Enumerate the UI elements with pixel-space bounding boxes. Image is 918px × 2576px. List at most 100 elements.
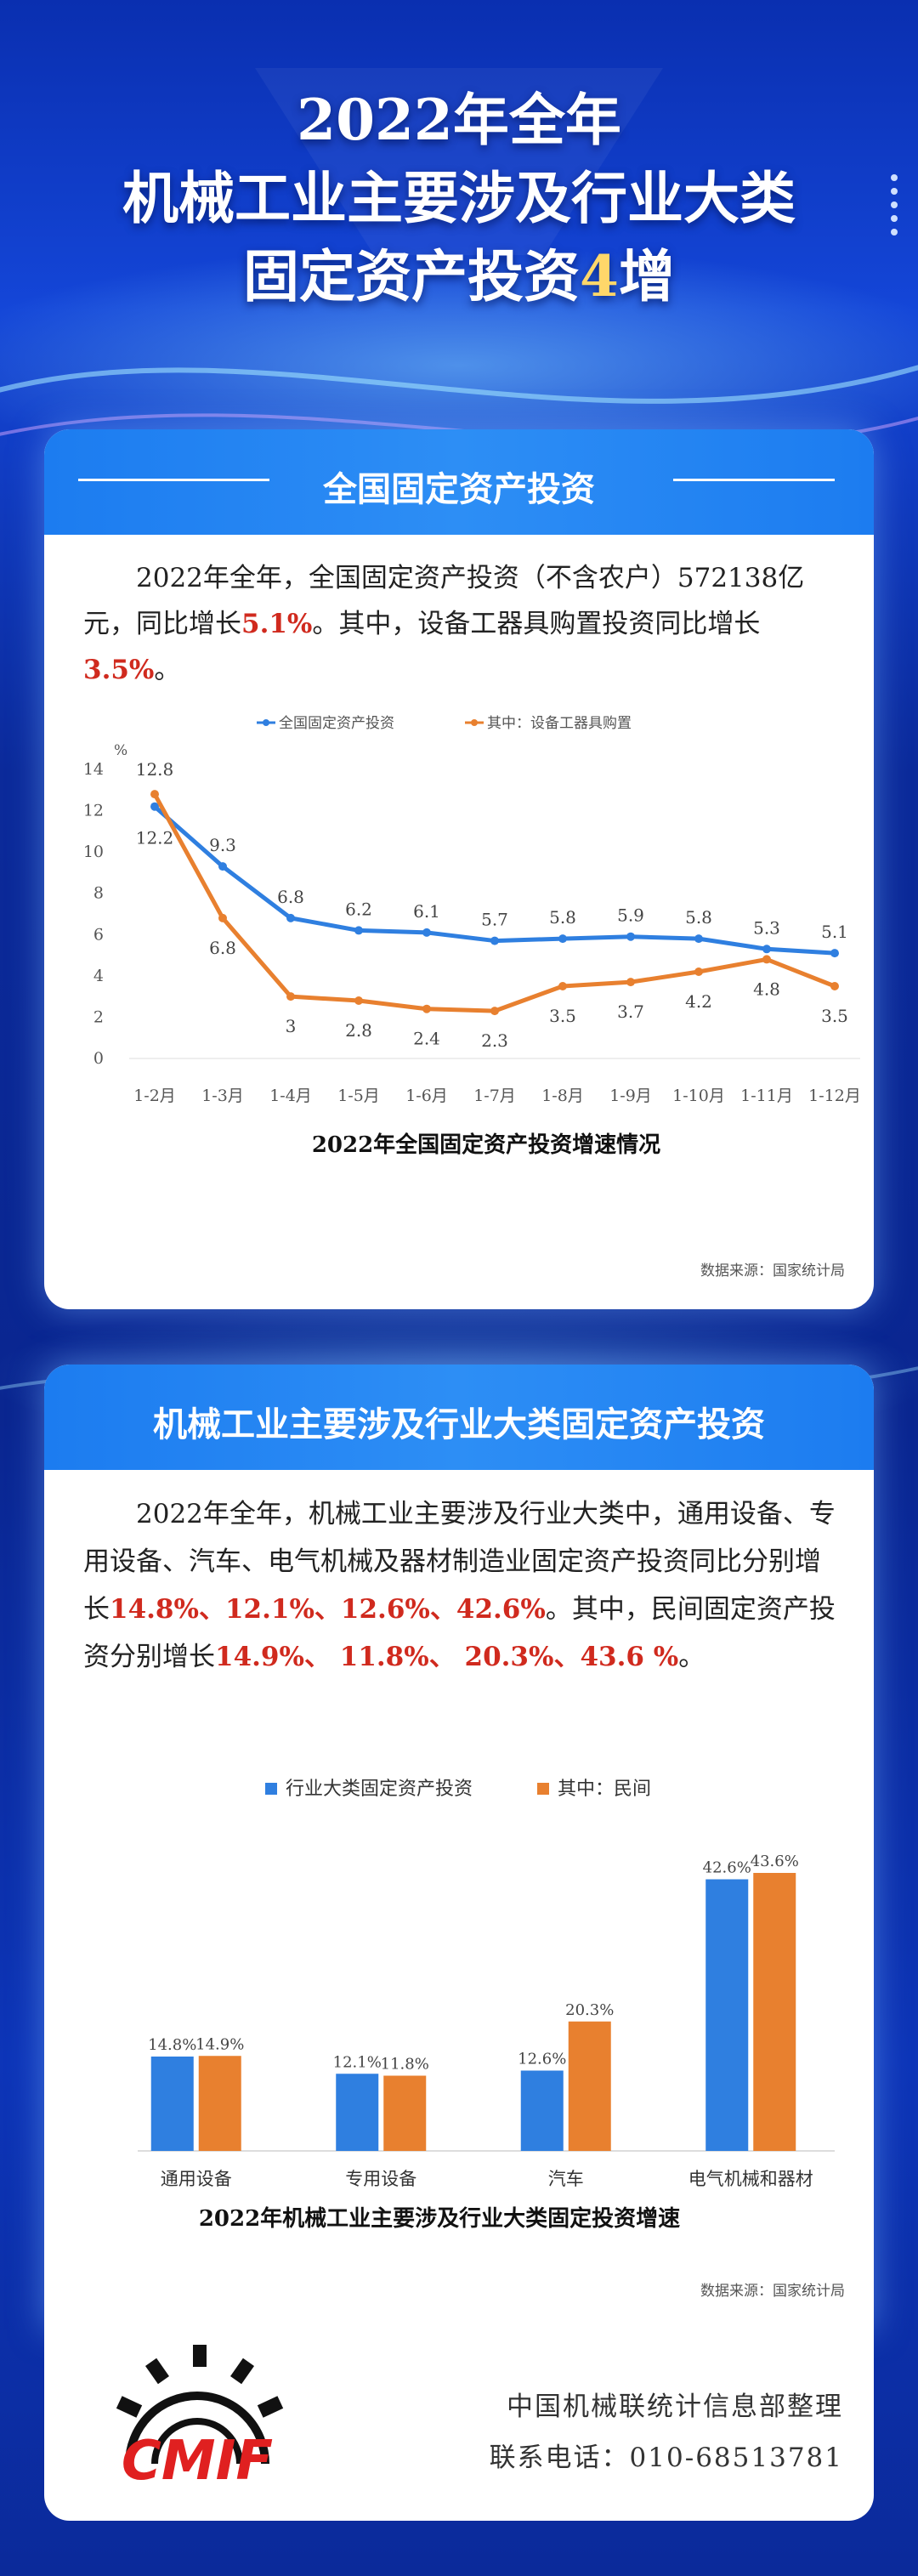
data-label: 12.8 bbox=[136, 759, 174, 780]
highlight-value: 3.5% bbox=[83, 655, 155, 685]
title-line-3-suffix: 增 bbox=[618, 243, 675, 309]
bar-value-label: 12.6% bbox=[518, 2051, 566, 2068]
bar-value-label: 11.8% bbox=[381, 2056, 429, 2074]
x-tick-label: 1-6月 bbox=[405, 1087, 448, 1105]
x-tick-label: 电气机械和器材 bbox=[688, 2169, 813, 2189]
bar bbox=[520, 2070, 564, 2151]
data-label: 5.7 bbox=[481, 910, 508, 930]
data-point bbox=[354, 996, 363, 1005]
x-tick-label: 汽车 bbox=[548, 2169, 584, 2189]
data-label: 5.1 bbox=[821, 922, 848, 942]
y-tick-label: 10 bbox=[83, 843, 104, 861]
card-machinery-investment: 机械工业主要涉及行业大类固定资产投资 2022年全年，机械工业主要涉及行业大类中… bbox=[44, 1365, 874, 2329]
x-tick-label: 1-9月 bbox=[609, 1087, 652, 1105]
data-point bbox=[150, 790, 159, 799]
data-point bbox=[626, 932, 635, 941]
data-point bbox=[830, 982, 839, 990]
page-title: 2022年全年 机械工业主要涉及行业大类 固定资产投资4增 bbox=[0, 81, 918, 315]
data-point bbox=[830, 949, 839, 958]
data-label: 12.2 bbox=[136, 828, 174, 848]
data-label: 3.5 bbox=[821, 1006, 848, 1026]
data-label: 5.3 bbox=[753, 917, 780, 938]
line-chart: 全国固定资产投资 其中：设备工器具购置% 0 2 4 6 8 10 12 14 1-2月 1-3月 1-… bbox=[83, 715, 861, 1158]
y-tick-label: 4 bbox=[94, 967, 104, 985]
data-point bbox=[626, 978, 635, 987]
summary-text-part: 2022年全年，全国固定资产投资（不含农户）572138亿元，同比增长 bbox=[83, 563, 805, 639]
title-line-2: 机械工业主要涉及行业大类 bbox=[122, 165, 796, 231]
chart-title: 2022年全国固定资产投资增速情况 bbox=[312, 1132, 660, 1158]
highlight-value: 14.8%、12.1%、12.6%、42.6% bbox=[110, 1594, 546, 1625]
card-title: 全国固定资产投资 bbox=[323, 469, 595, 509]
summary-text-part: 。其中，设备工器具购置投资同比增长 bbox=[312, 609, 761, 639]
legend-label: 其中：设备工器具购置 bbox=[487, 715, 632, 732]
data-label: 5.8 bbox=[549, 907, 576, 928]
data-label: 6.1 bbox=[413, 901, 440, 922]
decorative-dots bbox=[891, 174, 899, 242]
legend-label: 行业大类固定资产投资 bbox=[286, 1779, 473, 1800]
x-tick-label: 1-2月 bbox=[133, 1087, 176, 1105]
data-point bbox=[558, 982, 567, 990]
data-label: 5.9 bbox=[617, 905, 644, 926]
x-tick-label: 通用设备 bbox=[161, 2169, 232, 2189]
bar bbox=[568, 2021, 611, 2151]
x-tick-label: 专用设备 bbox=[345, 2169, 416, 2189]
data-label: 3.5 bbox=[549, 1006, 576, 1026]
summary-text: 2022年全年，机械工业主要涉及行业大类中，通用设备、专用设备、汽车、电气机械及… bbox=[83, 1490, 840, 1681]
title-line-3: 固定资产投资4增 bbox=[0, 237, 918, 315]
data-point bbox=[490, 1007, 499, 1016]
legend-marker bbox=[263, 719, 269, 726]
summary-text-part: 2022年全年，机械工业主要涉及行业大类中，通用设备、专用设备、汽车、电气机械及… bbox=[83, 1499, 836, 1625]
cmif-logo: CMIF bbox=[116, 2345, 284, 2493]
y-tick-label: 8 bbox=[94, 884, 104, 903]
bar bbox=[753, 1873, 796, 2151]
card-header: 机械工业主要涉及行业大类固定资产投资 bbox=[44, 1365, 874, 1470]
x-tick-label: 1-5月 bbox=[337, 1087, 380, 1105]
data-point bbox=[762, 945, 771, 954]
card-header: 全国固定资产投资 bbox=[44, 429, 874, 535]
data-source: 数据来源：国家统计局 bbox=[700, 2283, 845, 2300]
data-point bbox=[218, 913, 227, 922]
arrow-left-icon bbox=[673, 479, 835, 481]
data-label: 3.7 bbox=[617, 1001, 644, 1022]
y-tick-label: 12 bbox=[83, 802, 104, 820]
footer: CMIF 中国机械联统计信息部整理 联系电话：010-68513781 bbox=[44, 2329, 874, 2521]
data-label: 6.2 bbox=[345, 899, 372, 919]
card-title: 机械工业主要涉及行业大类固定资产投资 bbox=[153, 1404, 765, 1444]
data-point bbox=[422, 1004, 431, 1013]
chart-title: 2022年机械工业主要涉及行业大类固定投资增速 bbox=[199, 2205, 680, 2232]
data-point bbox=[218, 862, 227, 871]
y-axis-label: % bbox=[114, 742, 128, 759]
data-point bbox=[354, 926, 363, 935]
title-line-3-text: 固定资产投资 bbox=[243, 243, 581, 309]
data-label: 6.8 bbox=[209, 938, 236, 958]
summary-text: 2022年全年，全国固定资产投资（不含农户）572138亿元，同比增长5.1%。… bbox=[83, 555, 840, 693]
bar-value-label: 12.1% bbox=[333, 2053, 382, 2071]
data-label: 5.8 bbox=[685, 907, 712, 928]
data-label: 4.8 bbox=[753, 979, 780, 999]
series-line bbox=[153, 804, 836, 956]
bar bbox=[198, 2056, 241, 2151]
highlight-value: 14.9%、 11.8%、 20.3%、43.6 % bbox=[215, 1642, 679, 1672]
x-tick-label: 1-8月 bbox=[541, 1087, 584, 1105]
data-point bbox=[694, 967, 703, 976]
organization-name: 中国机械联统计信息部整理 bbox=[507, 2392, 843, 2422]
y-tick-label: 0 bbox=[94, 1049, 104, 1068]
bar-value-label: 43.6% bbox=[751, 1853, 799, 1870]
summary-text-part: 。其中，民间固定资产投资分别增长 bbox=[83, 1594, 836, 1672]
arrow-right-icon bbox=[78, 479, 269, 481]
y-tick-label: 2 bbox=[94, 1007, 104, 1026]
summary-text-part: 。 bbox=[678, 1642, 706, 1672]
summary-text-part: 。 bbox=[154, 655, 181, 685]
title-line-1: 2022年全年 bbox=[297, 87, 621, 153]
x-tick-label: 1-3月 bbox=[201, 1087, 244, 1105]
logo-text: CMIF bbox=[122, 2430, 273, 2493]
x-tick-label: 1-10月 bbox=[672, 1087, 725, 1105]
contact-phone: 联系电话：010-68513781 bbox=[489, 2443, 843, 2473]
data-point bbox=[558, 934, 567, 944]
bar bbox=[706, 1879, 749, 2151]
legend-swatch bbox=[265, 1783, 277, 1795]
data-point bbox=[422, 928, 431, 937]
data-label: 2.4 bbox=[413, 1029, 440, 1049]
y-tick-label: 6 bbox=[94, 925, 104, 944]
legend-label: 全国固定资产投资 bbox=[279, 715, 394, 732]
